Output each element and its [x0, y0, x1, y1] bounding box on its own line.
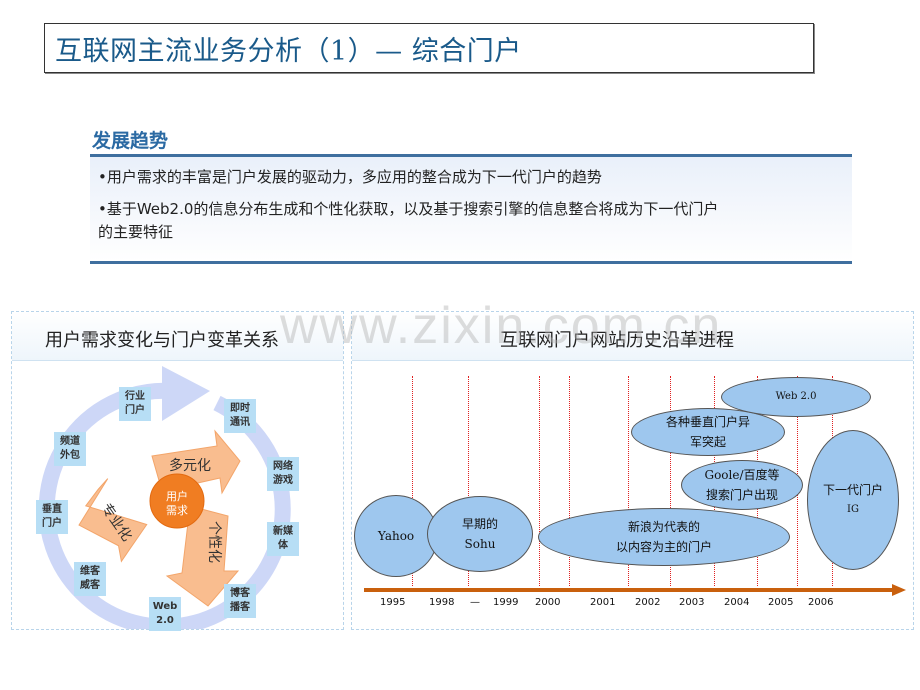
axis-arrowhead-icon [892, 584, 906, 596]
trend-bullet-2: •基于Web2.0的信息分布生成和个性化获取，以及基于搜索引擎的信息整合将成为下… [98, 200, 719, 218]
phase-nextgen-line2: IG [847, 504, 859, 515]
node-wiki-witkey: 维客 威客 [74, 562, 106, 596]
trend-box: •用户需求的丰富是门户发展的驱动力，多应用的整合成为下一代门户的趋势 •基于We… [90, 154, 852, 264]
year-label: — [470, 597, 480, 608]
trend-bullet-1: •用户需求的丰富是门户发展的驱动力，多应用的整合成为下一代门户的趋势 [98, 168, 602, 186]
node-online-games: 网络 游戏 [267, 457, 299, 491]
phase-sohu-line2: Sohu [464, 537, 496, 551]
phase-next-gen: 下一代门户 IG [807, 430, 899, 570]
gridline [539, 376, 540, 586]
year-label: 2006 [808, 597, 834, 608]
year-label: 1995 [380, 597, 406, 608]
phase-early-sohu: 早期的 Sohu [427, 496, 533, 572]
demand-panel-header: 用户需求变化与门户变革关系 [12, 312, 343, 361]
phase-vertical-line2: 军突起 [689, 435, 726, 449]
demand-panel-title: 用户需求变化与门户变革关系 [45, 330, 279, 351]
node-industry-portal: 行业 门户 [119, 387, 151, 421]
phase-vertical-portals: 各种垂直门户异 军突起 [631, 408, 785, 456]
gridline [628, 376, 629, 586]
slide-title: 互联网主流业务分析（1）— 综合门户 [55, 36, 522, 67]
phase-vertical-line1: 各种垂直门户异 [665, 415, 750, 429]
year-label: 1998 [429, 597, 455, 608]
node-web20: Web 2.0 [149, 597, 181, 631]
year-label: 2002 [635, 597, 661, 608]
gridline [412, 376, 413, 586]
demand-relation-panel: 用户需求变化与门户变革关系 多元化 专业化 个性化 用户 需求 行业 门户 即时通… [11, 311, 344, 631]
trend-bullet-2-cont: 的主要特征 [98, 223, 174, 241]
history-panel-header: 互联网门户网站历史沿革进程 [352, 312, 913, 361]
year-label: 2004 [724, 597, 750, 608]
trend-heading: 发展趋势 [92, 130, 169, 152]
phase-search-line2: 搜索门户出现 [705, 488, 778, 502]
center-line-2: 需求 [166, 504, 188, 517]
cycle-arrowhead-icon [162, 366, 210, 421]
node-new-media: 新媒体 [267, 522, 299, 556]
year-label: 2005 [768, 597, 794, 608]
phase-sina-content: 新浪为代表的 以内容为主的门户 [538, 508, 790, 566]
arrow-label-diversify: 多元化 [169, 458, 211, 474]
phase-sina-line2: 以内容为主的门户 [615, 540, 712, 554]
phase-search-line1: Goole/百度等 [704, 468, 780, 482]
timeline-axis [364, 584, 906, 596]
gridline [468, 376, 469, 586]
phase-yahoo-label: Yahoo [377, 529, 415, 543]
gridline [670, 376, 671, 586]
arrow-personalize-icon [165, 505, 240, 607]
phase-sohu-line1: 早期的 [461, 517, 498, 531]
node-channel-outsourcing: 频道 外包 [54, 432, 86, 466]
node-vertical-portal: 垂直 门户 [36, 500, 68, 534]
center-line-1: 用户 [166, 490, 188, 503]
node-im: 即时 通讯 [224, 399, 256, 433]
gridline [569, 376, 570, 586]
year-label: 2003 [679, 597, 705, 608]
phase-search-portals: Goole/百度等 搜索门户出现 [681, 460, 803, 510]
history-panel-title: 互联网门户网站历史沿革进程 [500, 330, 734, 351]
phase-sina-line1: 新浪为代表的 [627, 520, 700, 534]
year-label: 2000 [535, 597, 561, 608]
phase-web20: Web 2.0 [721, 377, 871, 417]
arrow-specialize-icon [78, 478, 148, 563]
center-label: 用户 需求 [153, 490, 201, 518]
phase-nextgen-line1: 下一代门户 [822, 483, 883, 497]
year-label: 1999 [493, 597, 519, 608]
year-label: 2001 [590, 597, 616, 608]
node-blog-podcast: 博客 播客 [224, 584, 256, 618]
phase-yahoo: Yahoo [354, 495, 438, 577]
user-demand-circle [149, 473, 205, 529]
slide-title-box: 互联网主流业务分析（1）— 综合门户 [44, 23, 814, 73]
arrow-label-personalize: 个性化 [206, 521, 222, 563]
phase-web20-label: Web 2.0 [775, 391, 817, 402]
